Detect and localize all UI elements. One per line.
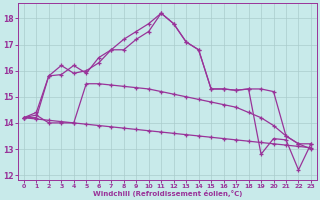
- X-axis label: Windchill (Refroidissement éolien,°C): Windchill (Refroidissement éolien,°C): [93, 190, 242, 197]
